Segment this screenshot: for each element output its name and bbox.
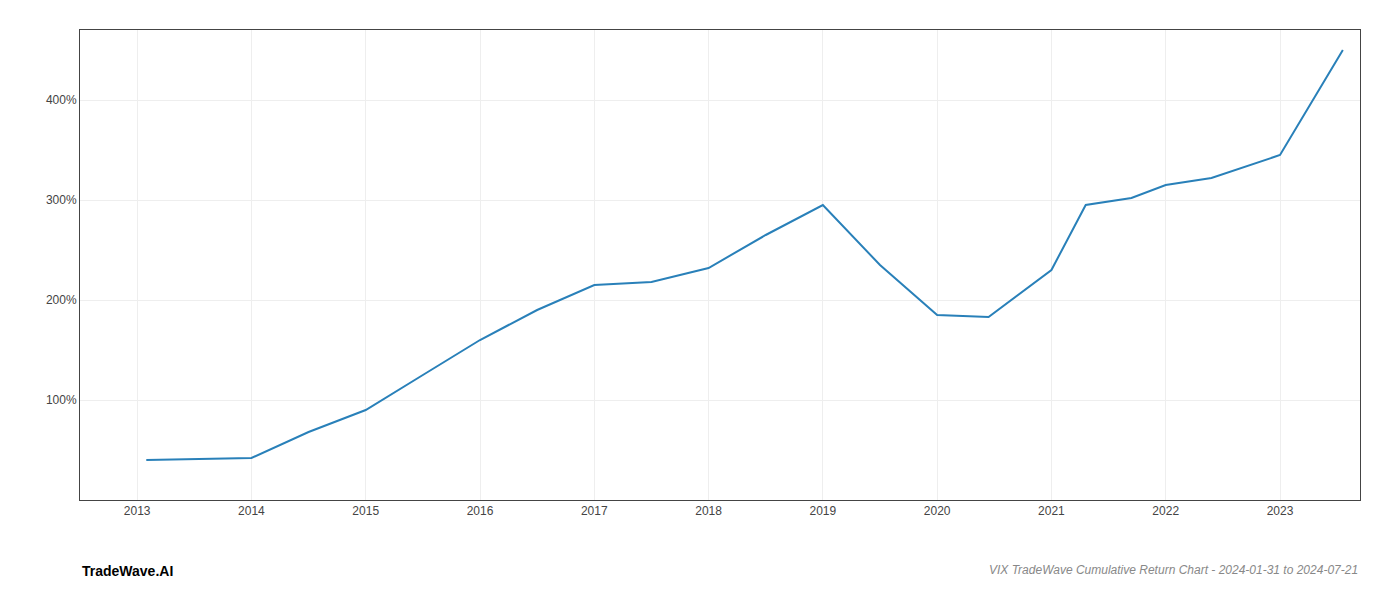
svg-text:TradeWave.AI: TradeWave.AI	[82, 563, 173, 579]
svg-text:2019: 2019	[810, 504, 837, 518]
svg-text:VIX TradeWave Cumulative Retur: VIX TradeWave Cumulative Return Chart - …	[989, 563, 1358, 577]
svg-text:2015: 2015	[352, 504, 379, 518]
svg-text:2014: 2014	[238, 504, 265, 518]
svg-text:100%: 100%	[46, 393, 77, 407]
svg-text:2016: 2016	[467, 504, 494, 518]
svg-text:2023: 2023	[1267, 504, 1294, 518]
svg-text:200%: 200%	[46, 293, 77, 307]
svg-text:2021: 2021	[1038, 504, 1065, 518]
svg-text:2018: 2018	[695, 504, 722, 518]
svg-text:300%: 300%	[46, 193, 77, 207]
svg-text:2017: 2017	[581, 504, 608, 518]
svg-text:2020: 2020	[924, 504, 951, 518]
svg-text:400%: 400%	[46, 93, 77, 107]
svg-text:2022: 2022	[1152, 504, 1179, 518]
svg-text:2013: 2013	[124, 504, 151, 518]
